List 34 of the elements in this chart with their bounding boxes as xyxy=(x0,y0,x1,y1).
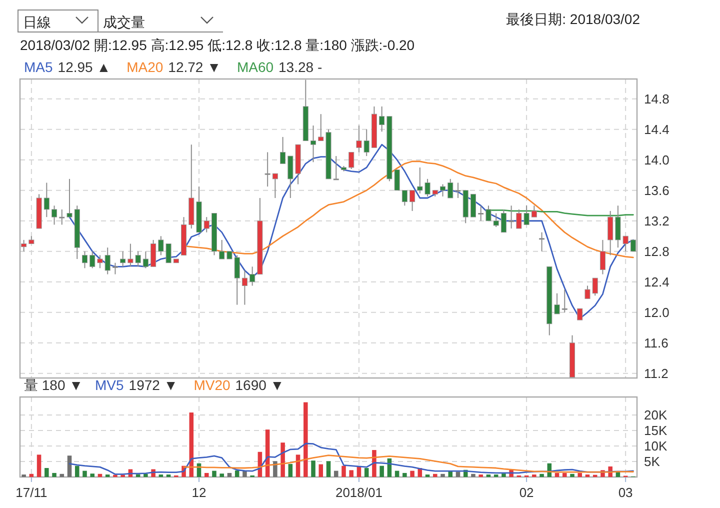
text: MV20 xyxy=(194,377,230,393)
y-tick-label: 11.2 xyxy=(644,366,668,381)
text: 13.28 - xyxy=(278,59,322,75)
text: MA60 xyxy=(236,59,274,75)
text: 12.95 ▲ xyxy=(58,59,111,75)
text: MA20 xyxy=(126,59,164,75)
y-tick-label: 20K xyxy=(644,407,668,422)
y-tick-label: 14.8 xyxy=(644,91,670,106)
x-tick-label: 17/11 xyxy=(16,485,48,500)
chart-title: 最後日期: 2018/03/02 xyxy=(506,11,640,27)
text: MV5 xyxy=(95,377,124,393)
y-tick-label: 12.8 xyxy=(644,244,670,259)
y-tick-label: 13.2 xyxy=(644,213,670,228)
y-tick-label: 12.4 xyxy=(644,274,670,290)
y-tick-label: 12.0 xyxy=(644,304,670,320)
annotation: 量 180 ▼ xyxy=(24,377,83,393)
y-tick-label: 11.6 xyxy=(644,335,668,350)
x-tick-label: 02 xyxy=(519,485,534,500)
text: 12.72 ▼ xyxy=(168,59,221,75)
x-tick-label: 2018/01 xyxy=(335,485,382,500)
y-tick-label: 10K xyxy=(644,438,668,454)
y-tick-label: 5K xyxy=(644,454,660,469)
x-tick-label: 03 xyxy=(618,485,633,500)
text: 成交量 xyxy=(103,14,145,30)
y-tick-label: 14.4 xyxy=(644,122,670,137)
y-tick-label: 13.6 xyxy=(644,182,670,198)
text: 日線 xyxy=(23,14,51,30)
y-tick-label: 15K xyxy=(644,422,668,438)
text: MA5 xyxy=(24,59,53,75)
annotation: 1690 ▼ xyxy=(235,377,284,393)
x-tick-label: 12 xyxy=(192,485,206,500)
annotation: 1972 ▼ xyxy=(128,377,178,393)
chart-subtitle: 2018/03/02 開:12.95 高:12.95 低:12.8 收:12.8 量:180 漲跌:-0.20 xyxy=(20,37,415,53)
y-tick-label: 14.0 xyxy=(644,152,670,168)
